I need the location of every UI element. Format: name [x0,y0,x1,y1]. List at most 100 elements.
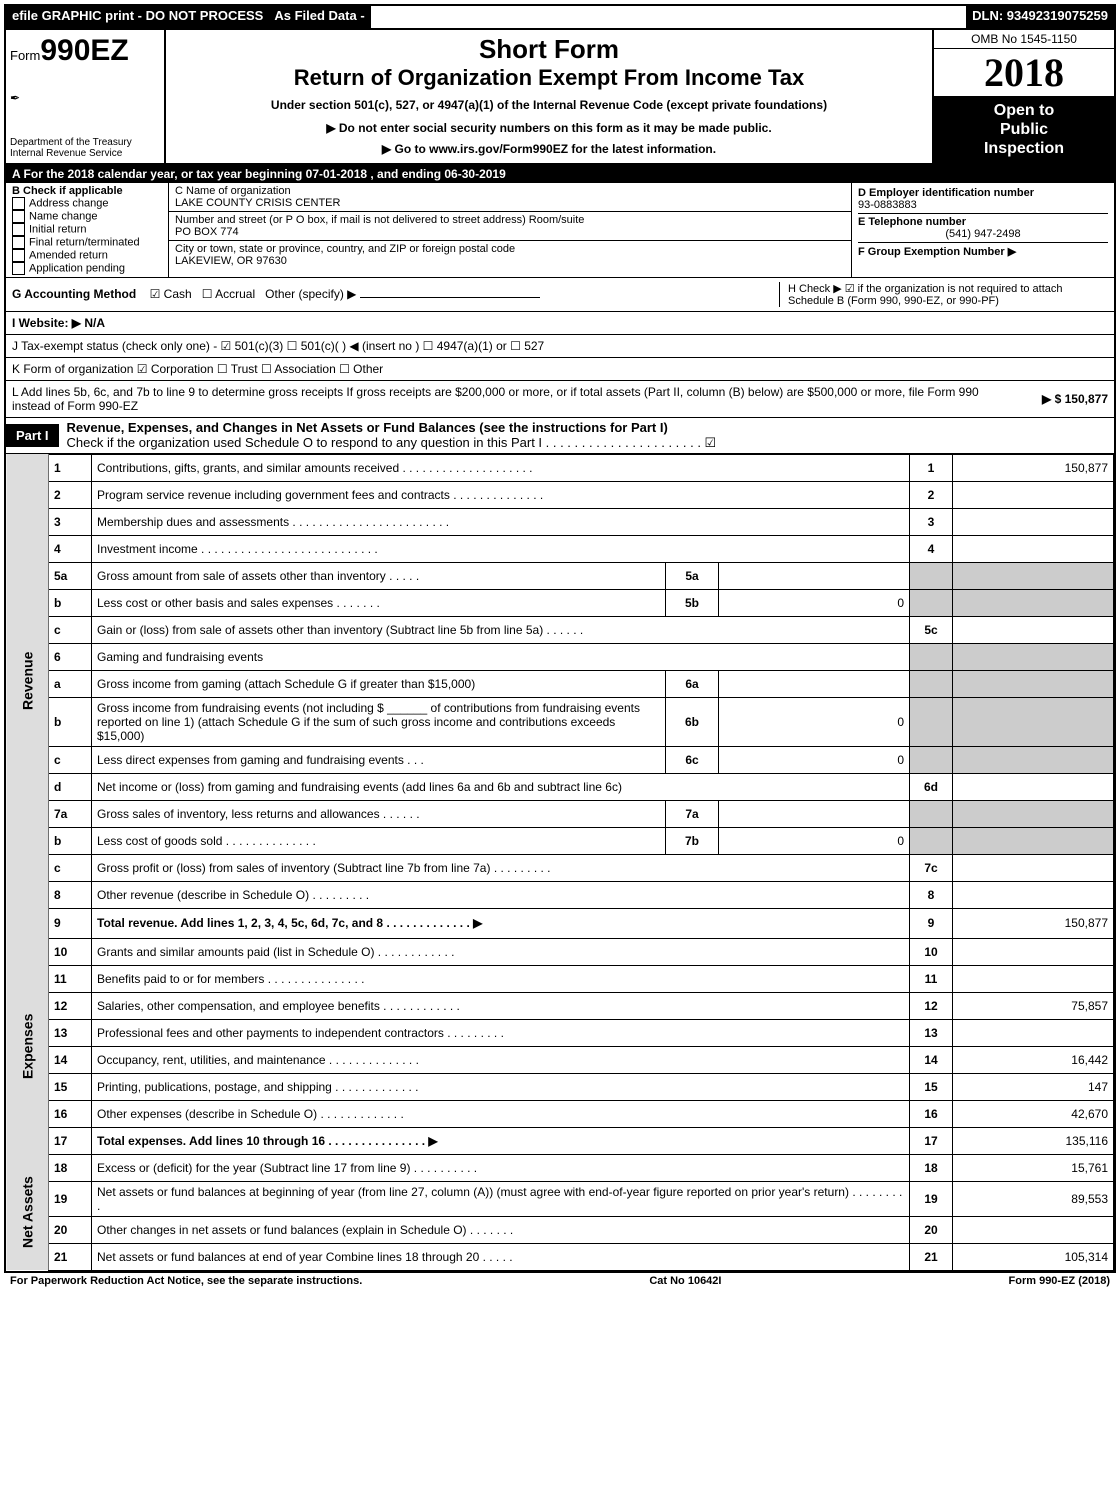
g-cash[interactable]: ☑ Cash [150,287,192,301]
header-left: Form990EZ ✒ Department of the Treasury I… [6,30,166,163]
line-9: 9 Total revenue. Add lines 1, 2, 3, 4, 5… [6,908,1114,938]
side-revenue: Revenue [6,454,49,908]
line-6: 6 Gaming and fundraising events [6,643,1114,670]
part-i-title-text: Revenue, Expenses, and Changes in Net As… [67,420,668,435]
note-url: ▶ Go to www.irs.gov/Form990EZ for the la… [174,142,924,156]
line-6c: c Less direct expenses from gaming and f… [6,746,1114,773]
line-14: 14 Occupancy, rent, utilities, and maint… [6,1046,1114,1073]
omb-number: OMB No 1545-1150 [934,30,1114,49]
group-block: F Group Exemption Number ▶ [858,243,1108,260]
signature-icon: ✒ [10,91,160,105]
org-city-block: City or town, state or province, country… [169,241,851,269]
dept-line1: Department of the Treasury [10,137,160,148]
h-check: H Check ▶ ☑ if the organization is not r… [779,282,1108,307]
g-left: G Accounting Method ☑ Cash ☐ Accrual Oth… [12,287,779,301]
c-addr: PO BOX 774 [175,226,845,238]
line-20: 20 Other changes in net assets or fund b… [6,1216,1114,1243]
part-i-label: Part I [6,424,59,447]
open-line3: Inspection [936,139,1112,158]
line-1: Revenue 1 Contributions, gifts, grants, … [6,454,1114,481]
c-name-label: C Name of organization [175,185,845,197]
line-10: Expenses 10 Grants and similar amounts p… [6,938,1114,965]
b-label: B Check if applicable [12,185,162,197]
line-5a: 5a Gross amount from sale of assets othe… [6,562,1114,589]
header-row: Form990EZ ✒ Department of the Treasury I… [6,30,1114,165]
c-city: LAKEVIEW, OR 97630 [175,255,845,267]
part-i-title: Revenue, Expenses, and Changes in Net As… [59,418,1114,453]
line-6a: a Gross income from gaming (attach Sched… [6,670,1114,697]
col-d: D Employer identification number 93-0883… [852,183,1114,277]
line-7c: c Gross profit or (loss) from sales of i… [6,854,1114,881]
line-2: 2 Program service revenue including gove… [6,481,1114,508]
form-prefix: Form [10,48,40,63]
form-number: 990EZ [40,34,128,67]
row-k: K Form of organization ☑ Corporation ☐ T… [6,358,1114,381]
dept-treasury: Department of the Treasury Internal Reve… [10,137,160,159]
org-name-block: C Name of organization LAKE COUNTY CRISI… [169,183,851,212]
e-phone: (541) 947-2498 [858,228,1108,240]
g-label: G Accounting Method [12,287,136,301]
open-line2: Public [936,120,1112,139]
footer-center: Cat No 10642I [649,1275,721,1287]
e-phone-label: E Telephone number [858,216,1108,228]
line-18: Net Assets 18 Excess or (deficit) for th… [6,1154,1114,1181]
part-i-table: Revenue 1 Contributions, gifts, grants, … [6,454,1114,1271]
line-11: 11 Benefits paid to or for members . . .… [6,965,1114,992]
f-group-label: F Group Exemption Number ▶ [858,245,1108,258]
c-addr-label: Number and street (or P O box, if mail i… [175,214,845,226]
check-name[interactable]: Name change [12,210,162,223]
footer: For Paperwork Reduction Act Notice, see … [4,1273,1116,1289]
line-4: 4 Investment income . . . . . . . . . . … [6,535,1114,562]
return-title: Return of Organization Exempt From Incom… [174,65,924,91]
line-7a: 7a Gross sales of inventory, less return… [6,800,1114,827]
l-text: L Add lines 5b, 6c, and 7b to line 9 to … [12,385,988,413]
row-i: I Website: ▶ N/A [6,312,1114,335]
check-pending[interactable]: Application pending [12,262,162,275]
row-l: L Add lines 5b, 6c, and 7b to line 9 to … [6,381,1114,418]
g-other[interactable]: Other (specify) ▶ [265,287,356,301]
g-accrual[interactable]: ☐ Accrual [202,287,255,301]
row-g: G Accounting Method ☑ Cash ☐ Accrual Oth… [6,278,1114,312]
row-a-tax-year: A For the 2018 calendar year, or tax yea… [6,165,1114,183]
top-bar: efile GRAPHIC print - DO NOT PROCESS As … [6,6,1114,30]
c-name: LAKE COUNTY CRISIS CENTER [175,197,845,209]
g-other-line[interactable] [360,297,540,298]
short-form-title: Short Form [174,34,924,65]
d-ein: 93-0883883 [858,199,1108,211]
dept-line2: Internal Revenue Service [10,148,160,159]
header-center: Short Form Return of Organization Exempt… [166,30,932,163]
check-address[interactable]: Address change [12,197,162,210]
col-c: C Name of organization LAKE COUNTY CRISI… [169,183,852,277]
org-addr-block: Number and street (or P O box, if mail i… [169,212,851,241]
i-website: I Website: ▶ N/A [12,316,105,330]
line-3: 3 Membership dues and assessments . . . … [6,508,1114,535]
line-5b: b Less cost or other basis and sales exp… [6,589,1114,616]
line-6d: d Net income or (loss) from gaming and f… [6,773,1114,800]
dln-label: DLN: 93492319075259 [966,6,1114,28]
under-section: Under section 501(c), 527, or 4947(a)(1)… [174,98,924,112]
line-7b: b Less cost of goods sold . . . . . . . … [6,827,1114,854]
line-13: 13 Professional fees and other payments … [6,1019,1114,1046]
c-city-label: City or town, state or province, country… [175,243,845,255]
line-15: 15 Printing, publications, postage, and … [6,1073,1114,1100]
check-amended[interactable]: Amended return [12,249,162,262]
line-16: 16 Other expenses (describe in Schedule … [6,1100,1114,1127]
check-final[interactable]: Final return/terminated [12,236,162,249]
line-21: 21 Net assets or fund balances at end of… [6,1243,1114,1270]
section-bcd: B Check if applicable Address change Nam… [6,183,1114,278]
tax-year: 2018 [934,49,1114,97]
line-17: 17 Total expenses. Add lines 10 through … [6,1127,1114,1154]
d-ein-label: D Employer identification number [858,187,1108,199]
footer-left: For Paperwork Reduction Act Notice, see … [10,1275,362,1287]
header-right: OMB No 1545-1150 2018 Open to Public Ins… [932,30,1114,163]
check-initial[interactable]: Initial return [12,223,162,236]
col-b: B Check if applicable Address change Nam… [6,183,169,277]
line-19: 19 Net assets or fund balances at beginn… [6,1181,1114,1216]
line-8: 8 Other revenue (describe in Schedule O)… [6,881,1114,908]
l-amount: ▶ $ 150,877 [988,392,1108,406]
phone-block: E Telephone number (541) 947-2498 [858,214,1108,243]
efile-label: efile GRAPHIC print - DO NOT PROCESS [6,6,269,28]
form-990ez: efile GRAPHIC print - DO NOT PROCESS As … [4,4,1116,1273]
line-12: 12 Salaries, other compensation, and emp… [6,992,1114,1019]
side-expenses: Expenses [6,938,49,1154]
